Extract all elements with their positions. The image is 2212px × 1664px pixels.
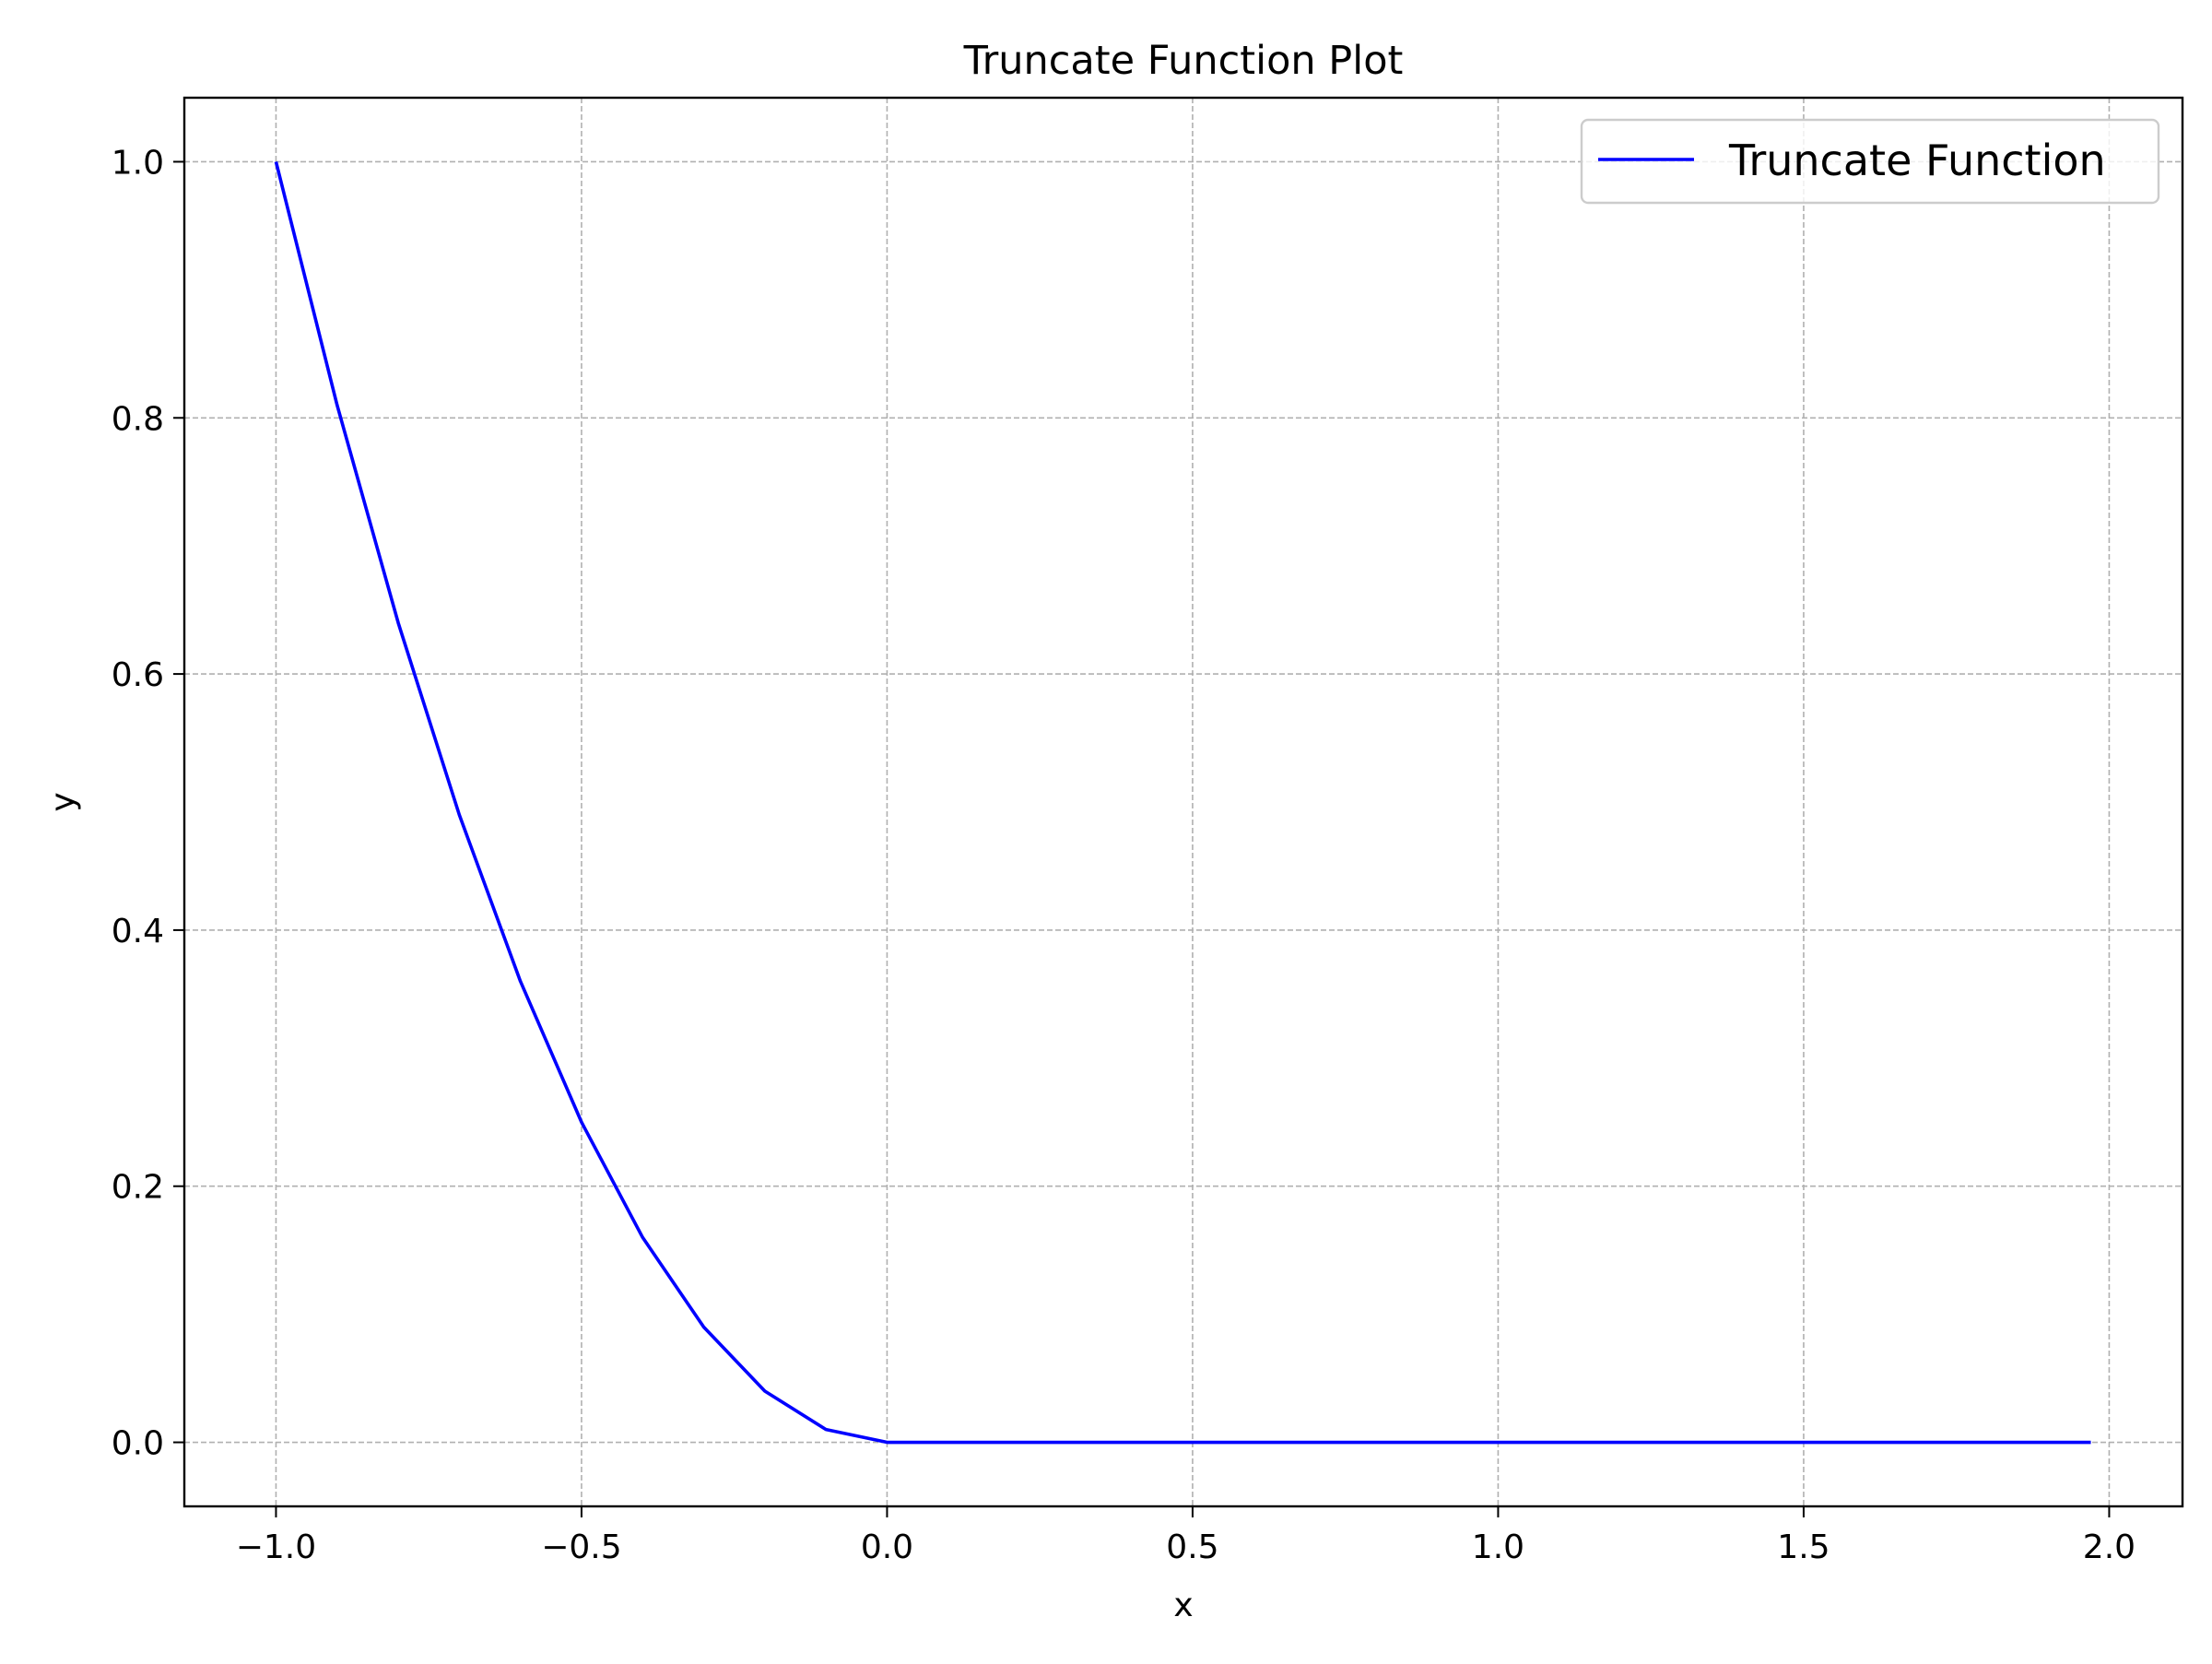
ticks-layer: −1.0 −0.5 0.0 0.5 1.0 1.5 2.0 0.0 0.2 0.4 0.6 0.8 1.… (112, 144, 2136, 1566)
x-tick-label: 1.0 (1472, 1528, 1524, 1566)
y-tick-label: 0.8 (112, 400, 164, 438)
axes-frame (182, 96, 2184, 1508)
x-tick-label: −0.5 (541, 1528, 621, 1566)
series-line-truncate-function (274, 161, 2091, 1445)
x-tick-label: 2.0 (2083, 1528, 2136, 1566)
legend-box (1580, 118, 2160, 205)
y-tick-label: 1.0 (112, 144, 164, 182)
x-axis-label: x (1173, 1587, 1193, 1624)
y-tick-label: 0.6 (112, 656, 164, 694)
legend: Truncate Function (1580, 118, 2160, 205)
x-tick-label: 1.5 (1777, 1528, 1830, 1566)
y-tick-label: 0.4 (112, 913, 164, 950)
chart-title: Truncate Function Plot (963, 38, 1404, 84)
x-tick-label: 0.5 (1166, 1528, 1218, 1566)
y-axis-label: y (44, 792, 82, 811)
y-tick-label: 0.0 (112, 1425, 164, 1463)
x-tick-label: 0.0 (861, 1528, 913, 1566)
y-tick-label: 0.2 (112, 1169, 164, 1207)
legend-label: Truncate Function (1728, 136, 2106, 185)
series-layer (274, 161, 2091, 1445)
x-tick-label: −1.0 (236, 1528, 316, 1566)
